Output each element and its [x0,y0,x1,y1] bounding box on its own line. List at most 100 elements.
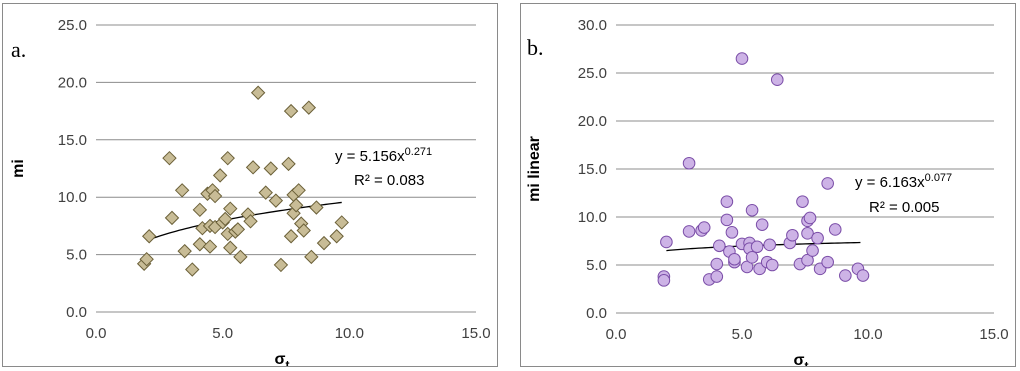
data-point-diamond [192,202,208,218]
data-point-diamond [288,198,304,213]
y-tick-label: 15.0 [58,132,87,149]
x-axis-title-main: σ [794,352,805,366]
data-point-circle [801,227,814,240]
x-tick-label: 0.0 [606,326,627,343]
y-axis-title: mi [10,159,27,178]
y-tick-label: 10.0 [58,189,87,206]
data-point-diamond [174,183,190,198]
trendline-equation: y = 5.156x0.271 [335,146,432,165]
data-point-diamond [202,239,218,254]
data-point-circle [839,269,852,282]
y-tick-label: 25.0 [58,17,87,34]
data-point-diamond [250,85,266,100]
data-point-circle [740,260,754,274]
data-point-diamond [273,257,289,273]
y-tick-label: 30.0 [578,17,607,34]
data-point-diamond [207,188,223,204]
data-point-circle [856,269,870,282]
data-point-diamond [243,214,258,229]
data-point-circle [657,274,671,287]
chart-panel-a: 0.0 5.0 10.0 15.0 20.0 25.0 0.0 5.0 10.0 15.0 a. mi… [2,3,498,367]
y-axis-title: mi linear [526,136,543,202]
scatter-chart-a: 0.0 5.0 10.0 15.0 20.0 25.0 0.0 5.0 10.0 15.0 a. mi… [10,17,491,366]
panel-label: a. [11,37,26,62]
trendline-equation: y = 6.163x0.077 [855,172,952,191]
data-point-circle [763,238,777,252]
data-point-diamond [230,222,246,237]
data-point-diamond [258,185,273,200]
x-tick-label: 10.0 [853,326,882,343]
equation-exponent: 0.271 [405,146,433,158]
data-point-diamond [263,161,279,176]
x-tick-label: 15.0 [461,325,490,342]
x-tick-label: 5.0 [212,325,233,342]
scatter-chart-b: 0.0 5.0 10.0 15.0 20.0 25.0 30.0 0.0 5.0 10.0 15.0… [526,17,1009,366]
y-tick-label: 5.0 [586,257,607,274]
data-point-diamond [141,229,157,244]
equation-base: y = 6.163x [855,174,925,191]
trendline [666,241,861,252]
y-tick-label: 0.0 [66,304,87,321]
y-tick-label: 5.0 [66,247,87,264]
data-point-circle [660,235,673,249]
x-tick-label: 5.0 [732,326,753,343]
data-point-circle [682,156,696,170]
data-point-diamond [334,215,349,230]
y-tick-label: 20.0 [578,113,607,130]
data-point-diamond [283,103,299,119]
data-point-diamond [220,150,235,166]
chart-panel-b: 0.0 5.0 10.0 15.0 20.0 25.0 30.0 0.0 5.0 10.0 15.0… [520,3,1016,367]
data-point-circle [786,228,799,242]
data-point-diamond [281,156,296,172]
data-point-diamond [212,168,228,183]
x-tick-label: 0.0 [86,325,107,342]
y-tick-label: 25.0 [578,65,607,82]
x-axis-title: σt [794,352,809,366]
y-tick-label: 0.0 [586,305,607,322]
data-point-circle [710,257,724,271]
data-point-circle [728,252,741,266]
panel-label: b. [527,35,544,60]
r-squared-label: R² = 0.005 [869,199,939,216]
data-point-circle [821,255,834,269]
data-point-circle [770,73,784,87]
data-point-diamond [192,237,208,252]
data-point-circle [750,240,764,254]
data-point-circle [745,251,759,264]
data-point-circle [697,221,711,234]
data-point-circle [710,270,724,283]
data-point-diamond [309,200,324,215]
x-axis-title-sub: t [285,358,289,366]
data-point-diamond [139,251,154,267]
x-tick-label: 15.0 [979,326,1008,343]
data-point-circle [765,258,779,272]
y-tick-label: 20.0 [58,74,87,91]
x-axis-title-main: σ [275,351,286,366]
equation-base: y = 5.156x [335,148,405,165]
data-point-circle [828,223,842,236]
data-point-diamond [268,193,284,208]
data-point-diamond [291,183,306,198]
data-point-diamond [164,210,180,226]
r-squared-label: R² = 0.083 [354,172,424,189]
data-point-circle [801,253,814,267]
x-tick-label: 10.0 [335,325,364,342]
data-point-diamond [283,229,299,244]
data-point-diamond [233,249,248,265]
data-point-circle [725,226,739,239]
y-tick-label: 10.0 [578,209,607,226]
data-point-diamond [177,243,192,259]
data-point-diamond [223,240,238,255]
data-point-circle [713,239,726,253]
equation-exponent: 0.077 [925,172,953,184]
data-point-circle [803,211,817,225]
data-point-circle [720,213,734,227]
data-point-circle [821,177,834,190]
data-point-diamond [245,160,261,175]
data-point-circle [796,195,809,208]
data-point-circle [811,231,824,245]
data-point-diamond [185,262,200,277]
data-point-circle [745,203,759,217]
data-point-diamond [162,150,177,166]
data-point-circle [806,244,819,257]
